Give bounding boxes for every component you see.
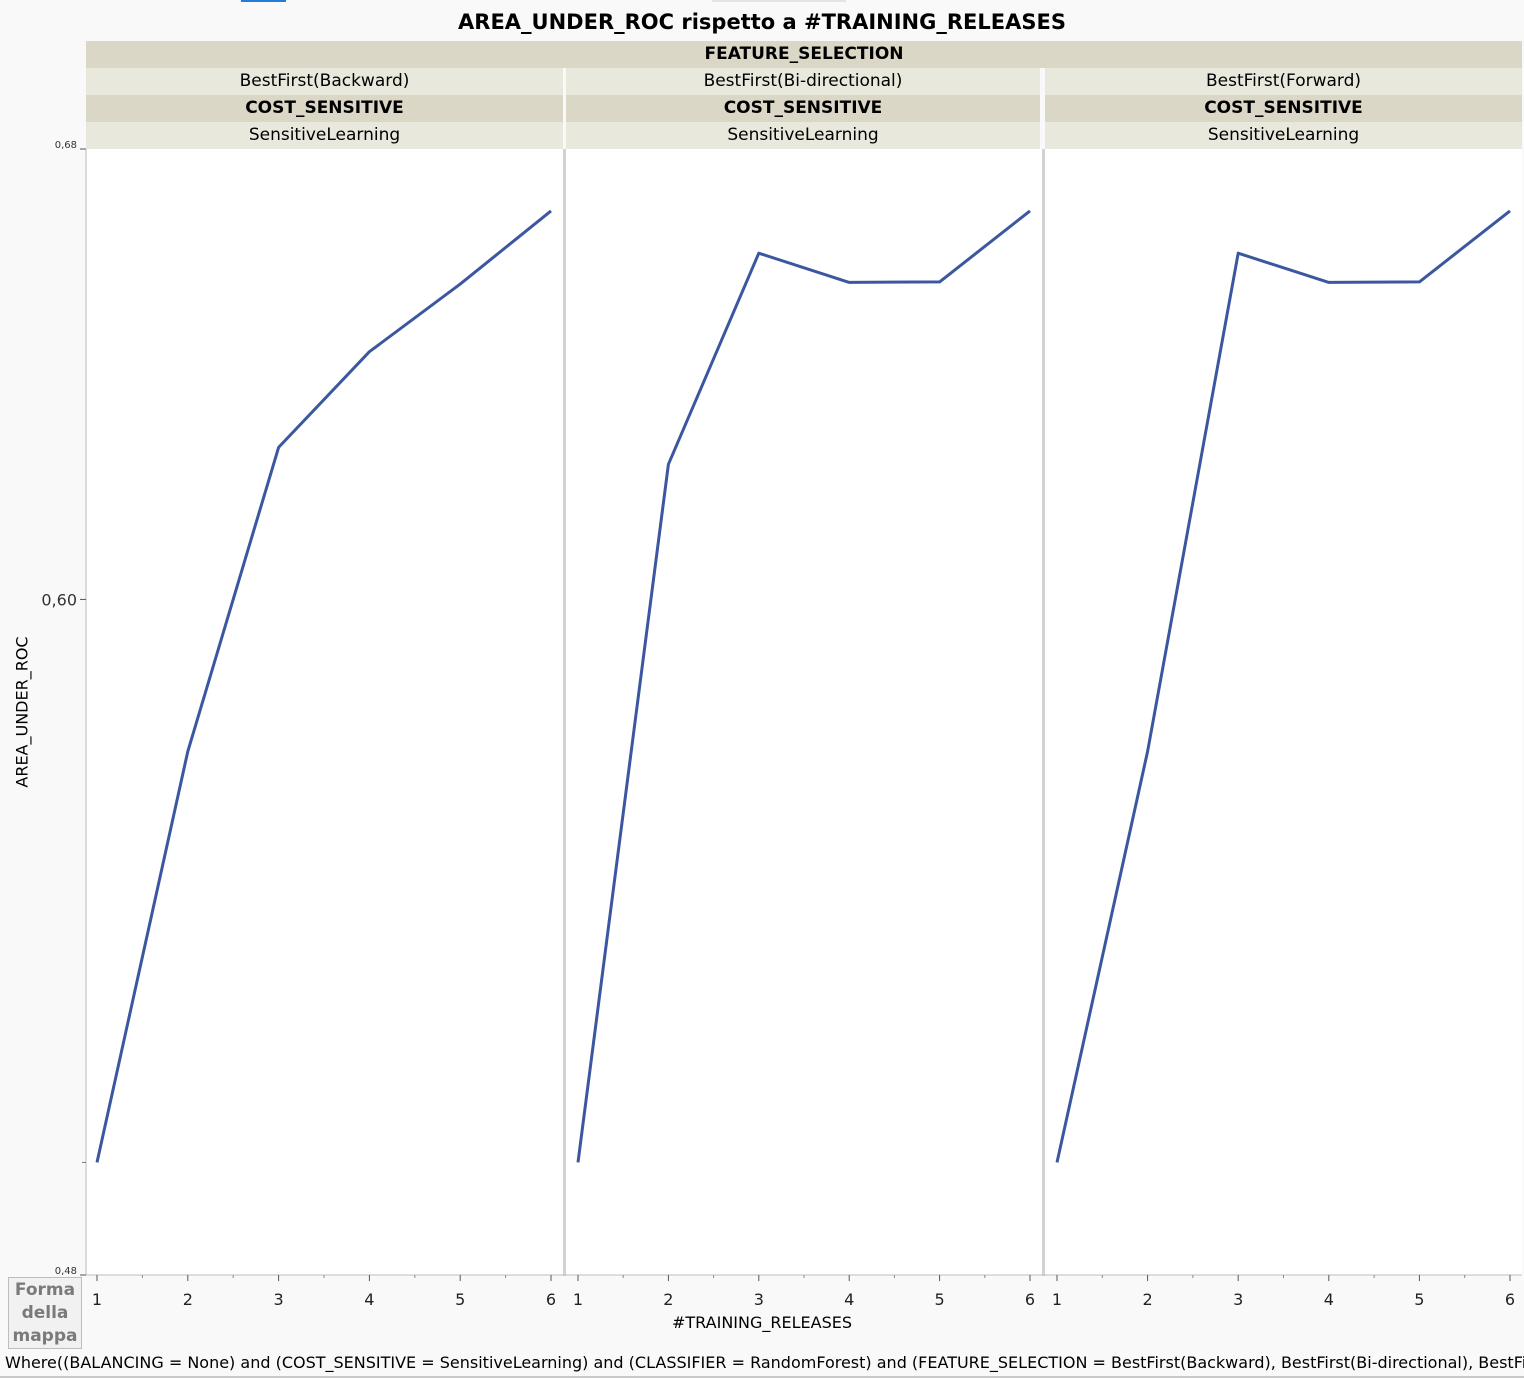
x-tick-label: 2 xyxy=(183,1290,193,1309)
x-tick-label: 6 xyxy=(1505,1290,1515,1309)
y-axis-label: AREA_UNDER_ROC xyxy=(12,636,32,788)
x-tick-label: 4 xyxy=(364,1290,374,1309)
panel-3-feature-label: BestFirst(Forward) xyxy=(1045,68,1522,95)
x-tick-label: 3 xyxy=(274,1290,284,1309)
series-line-panel-2 xyxy=(576,209,1031,1163)
panel-3-cost-label: SensitiveLearning xyxy=(1045,122,1522,149)
window-tab-strip xyxy=(712,0,846,2)
plot-panel-3 xyxy=(1045,149,1522,1275)
panel-1-cost-label: SensitiveLearning xyxy=(86,122,563,149)
x-tick-label: 1 xyxy=(1052,1290,1062,1309)
panel-1-cost-header: COST_SENSITIVE xyxy=(86,95,563,122)
map-shape-legend-box[interactable]: Forma della mappa xyxy=(8,1277,82,1349)
x-tick-label: 5 xyxy=(935,1290,945,1309)
x-tick-label: 2 xyxy=(663,1290,673,1309)
bottom-border xyxy=(0,1376,1524,1378)
y-tick-label: 0,48 xyxy=(55,1266,77,1277)
plot-panel-2 xyxy=(566,149,1042,1275)
panel-2-cost-label: SensitiveLearning xyxy=(566,122,1040,149)
x-tick-label: 4 xyxy=(844,1290,854,1309)
x-tick-label: 1 xyxy=(573,1290,583,1309)
series-line-panel-3 xyxy=(1055,209,1511,1163)
panel-2-cost-header: COST_SENSITIVE xyxy=(566,95,1040,122)
x-tick-label: 5 xyxy=(1414,1290,1424,1309)
y-tick-label: 0,60 xyxy=(41,590,77,609)
x-tick-label: 3 xyxy=(754,1290,764,1309)
window-accent-bar xyxy=(241,0,286,2)
panel-2-feature-label: BestFirst(Bi-directional) xyxy=(566,68,1040,95)
x-tick-label: 6 xyxy=(1025,1290,1035,1309)
legend-line-3: mappa xyxy=(12,1326,78,1346)
series-line-panel-1 xyxy=(95,209,552,1163)
panel-3-cost-header: COST_SENSITIVE xyxy=(1045,95,1522,122)
x-tick-label: 5 xyxy=(455,1290,465,1309)
panel-divider xyxy=(563,149,566,1276)
x-tick-label: 6 xyxy=(546,1290,556,1309)
where-clause: Where((BALANCING = None) and (COST_SENSI… xyxy=(5,1353,1524,1372)
legend-line-1: Forma xyxy=(14,1280,76,1300)
chart-title: AREA_UNDER_ROC rispetto a #TRAINING_RELE… xyxy=(458,10,1066,34)
x-tick-label: 1 xyxy=(92,1290,102,1309)
x-axis-label: #TRAINING_RELEASES xyxy=(672,1313,852,1332)
x-tick-label: 4 xyxy=(1324,1290,1334,1309)
plot-panel-1 xyxy=(87,149,563,1275)
legend-line-2: della xyxy=(21,1303,69,1323)
y-tick-label: 0,68 xyxy=(55,140,77,151)
x-tick-label: 3 xyxy=(1233,1290,1243,1309)
panel-divider xyxy=(1042,149,1045,1276)
x-tick-label: 2 xyxy=(1143,1290,1153,1309)
panel-1-feature-label: BestFirst(Backward) xyxy=(86,68,563,95)
feature-selection-header: FEATURE_SELECTION xyxy=(86,41,1522,68)
